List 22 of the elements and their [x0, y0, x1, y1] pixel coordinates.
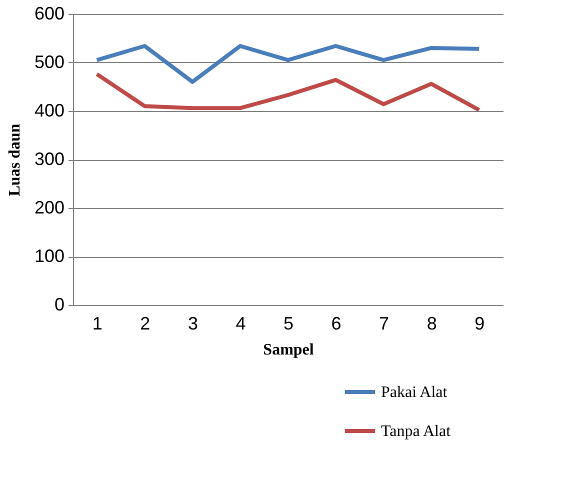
y-tick-label: 200	[34, 198, 64, 218]
x-tick-label: 1	[92, 314, 102, 334]
x-tick-label: 5	[283, 314, 294, 334]
x-tick-label: 2	[140, 314, 150, 334]
x-tick-label: 4	[236, 314, 246, 334]
line-series	[94, 44, 482, 84]
y-tick-label: 600	[34, 4, 64, 24]
y-tick-label: 400	[34, 100, 64, 120]
y-tick-label: 0	[54, 294, 64, 314]
x-axis-title: Sampel	[263, 342, 314, 358]
legend-label: Pakai Alat	[381, 384, 448, 401]
y-tick-label: 300	[34, 149, 64, 169]
y-tick-label: 500	[34, 52, 64, 72]
x-tick-label: 3	[188, 314, 198, 334]
x-tick-label: 8	[426, 314, 437, 334]
y-axis-title: Luas daun	[6, 124, 24, 196]
x-tick-label: 6	[331, 314, 342, 334]
line-series	[94, 72, 482, 112]
y-tick-label: 100	[34, 246, 64, 266]
x-tick-label: 7	[379, 314, 390, 334]
x-tick-label: 9	[474, 314, 485, 334]
legend-label: Tanpa Alat	[381, 423, 452, 440]
